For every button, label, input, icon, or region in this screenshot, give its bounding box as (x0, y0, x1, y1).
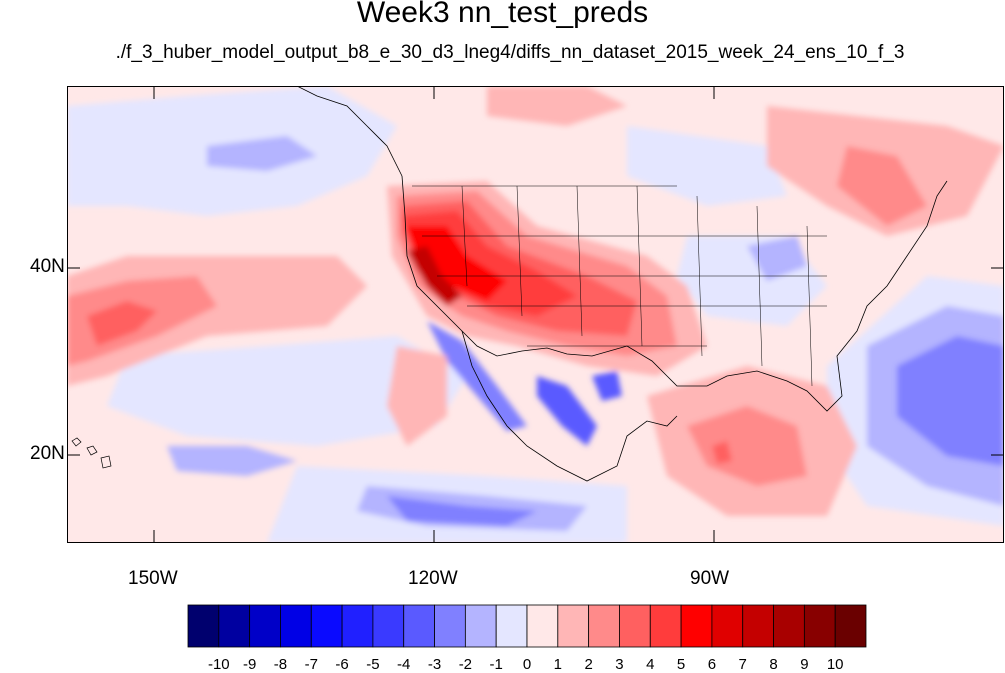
colorbar-label: -8 (273, 656, 288, 673)
colorbar-swatch (742, 604, 774, 648)
colorbar-label: -6 (335, 656, 349, 673)
colorbar-swatch (711, 604, 744, 648)
colorbar-swatch (341, 604, 374, 648)
lon-label-120w: 120W (408, 568, 458, 589)
colorbar-label: 10 (826, 656, 844, 673)
state-borders (412, 185, 827, 387)
lat-label-20n: 20N (30, 443, 65, 464)
lat-label-40n: 40N (30, 256, 65, 277)
positive-region (405, 226, 507, 301)
colorbar-swatch (187, 604, 220, 648)
map-plot-area (67, 86, 1004, 543)
colorbar-swatch (803, 604, 836, 648)
colorbar-swatch (834, 604, 867, 648)
colorbar-label: -7 (304, 656, 318, 673)
colorbar-label: 4 (646, 656, 655, 673)
colorbar-label: 1 (553, 656, 562, 673)
colorbar-swatch (588, 604, 620, 648)
chart-subtitle: ./f_3_huber_model_output_b8_e_30_d3_lneg… (115, 42, 905, 63)
colorbar-label: -5 (366, 656, 380, 673)
negative-region (387, 496, 537, 526)
colorbar-swatch (649, 604, 682, 648)
lon-label-150w: 150W (128, 568, 178, 589)
negative-region (747, 236, 807, 281)
positive-region (487, 86, 627, 126)
negative-region (207, 136, 317, 171)
chart-title: Week3 nn_test_preds (356, 0, 649, 29)
hawaii-islands (71, 437, 112, 469)
colorbar-swatch (773, 604, 805, 648)
lon-label-90w: 90W (690, 568, 730, 589)
negative-region (592, 371, 622, 401)
colorbar-label: 2 (584, 656, 593, 673)
anomaly-map (67, 86, 1004, 543)
colorbar-label: 0 (522, 656, 532, 673)
positive-region (837, 146, 927, 226)
positive-region (87, 301, 157, 346)
colorbar-label: 7 (738, 656, 747, 673)
colorbar-label: -2 (458, 656, 473, 673)
colorbar-label: -9 (242, 656, 257, 673)
negative-region (897, 336, 1004, 466)
positive-region (387, 346, 447, 446)
positive-region (687, 406, 807, 486)
colorbar-label: -3 (427, 656, 442, 673)
colorbar-swatch (372, 604, 405, 648)
positive-region (712, 441, 732, 464)
colorbar-label: -1 (489, 656, 503, 673)
colorbar-swatch (249, 604, 281, 648)
colorbar-swatch (464, 604, 497, 648)
colorbar-swatch (680, 604, 713, 648)
colorbar-swatch (280, 604, 312, 648)
negative-region (537, 376, 597, 446)
colorbar-swatch (434, 604, 466, 648)
negative-region (167, 446, 297, 476)
colorbar-label: -4 (397, 656, 411, 673)
colorbar-swatch (218, 604, 251, 648)
colorbar-swatch (557, 604, 590, 648)
colorbar-label: -10 (207, 656, 230, 673)
colorbar-label: 3 (615, 656, 624, 673)
colorbar-label: 8 (769, 656, 778, 673)
colorbar-swatch (526, 604, 559, 648)
positive-region (407, 246, 462, 306)
coastlines (296, 86, 948, 482)
plot-frame (67, 86, 1004, 543)
colorbar-swatch (310, 604, 343, 648)
colorbar-swatch (403, 604, 435, 648)
colorbar-swatch (495, 604, 528, 648)
colorbar-label: 5 (676, 656, 686, 673)
colorbar-swatch (619, 604, 651, 648)
colorbar-label: 9 (800, 656, 809, 673)
colorbar-label: 6 (707, 656, 717, 673)
negative-region (107, 336, 467, 446)
